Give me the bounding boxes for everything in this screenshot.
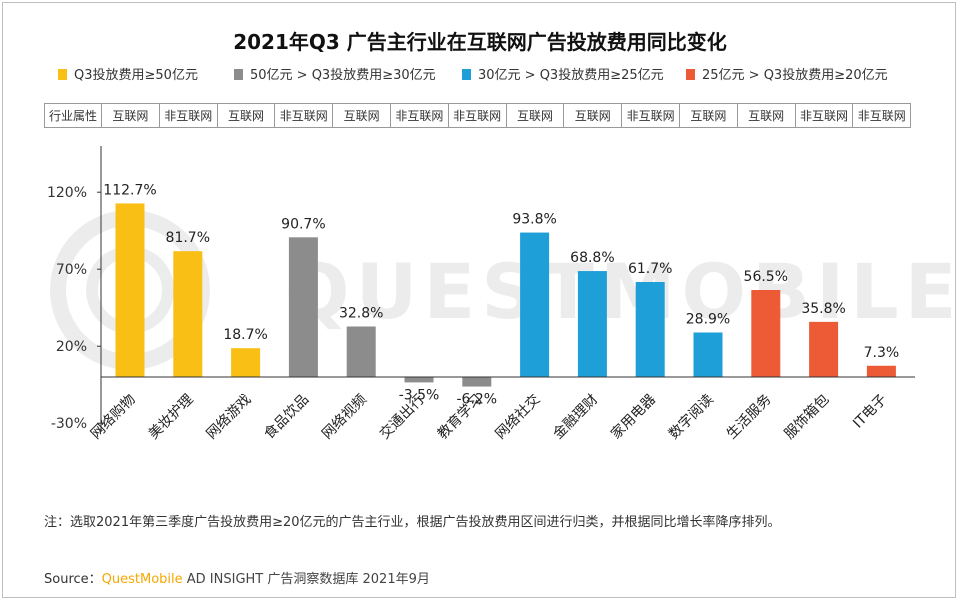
legend-label: 25亿元 > Q3投放费用≥20亿元 xyxy=(702,68,888,83)
x-tick-label: 数字阅读 xyxy=(665,391,717,443)
bar-教育学习 xyxy=(462,377,492,387)
bar-数字阅读 xyxy=(693,332,723,377)
table-cell: 非互联网 xyxy=(794,103,854,128)
x-tick-label: 家用电器 xyxy=(607,391,659,443)
bar-IT电子 xyxy=(866,365,896,377)
x-axis: 网络购物 美妆护理 网络游戏 食品饮品 网络视频 交通出行 教育学习 网络社交 金融理财 家用电器… xyxy=(88,376,915,443)
data-label: 35.8% xyxy=(801,301,845,317)
legend-label: Q3投放费用≥50亿元 xyxy=(74,68,198,83)
data-label: 112.7% xyxy=(103,182,156,198)
bar-交通出行 xyxy=(404,377,434,383)
table-cell: 互联网 xyxy=(101,103,160,128)
legend-item-25-30: 30亿元 > Q3投放费用≥25亿元 xyxy=(462,64,664,83)
data-label: 93.8% xyxy=(512,212,556,228)
x-tick-label: IT电子 xyxy=(850,392,890,432)
table-cell: 互联网 xyxy=(563,103,623,128)
x-tick-label: 金融理财 xyxy=(550,392,601,443)
legend-swatch xyxy=(58,69,67,80)
x-tick-label: 服饰箱包 xyxy=(782,392,833,443)
data-label: 56.5% xyxy=(744,269,788,285)
bar-网络视频 xyxy=(346,326,376,377)
legend-swatch xyxy=(462,69,471,80)
legend-item-20-25: 25亿元 > Q3投放费用≥20亿元 xyxy=(686,64,888,83)
bar-生活服务 xyxy=(751,289,781,377)
data-label: -6.2% xyxy=(456,392,497,408)
table-cell: 非互联网 xyxy=(389,103,449,128)
table-cell: 互联网 xyxy=(678,103,738,128)
data-label: 90.7% xyxy=(281,216,325,232)
bar-服饰箱包 xyxy=(809,321,839,377)
table-cell: 非互联网 xyxy=(274,103,334,128)
data-label: 68.8% xyxy=(570,250,614,266)
legend-label: 50亿元 > Q3投放费用≥30亿元 xyxy=(250,68,436,83)
data-label: 7.3% xyxy=(864,345,900,361)
y-tick-label: 70% xyxy=(56,262,87,278)
y-tick-label: 120% xyxy=(47,185,87,201)
data-label: -3.5% xyxy=(399,387,440,403)
source-line: Source：QuestMobile AD INSIGHT 广告洞察数据库 20… xyxy=(44,568,430,587)
table-header-cell: 行业属性 xyxy=(44,103,102,128)
y-axis: 120% 70% 20% -30% xyxy=(47,146,102,432)
footnote: 注：选取2021年第三季度广告投放费用≥20亿元的广告主行业，根据广告投放费用区… xyxy=(44,515,781,530)
industry-attribute-table: 行业属性 互联网 非互联网 互联网 非互联网 互联网 非互联网 非互联网 互联网… xyxy=(44,103,912,128)
y-tick-label: -30% xyxy=(51,416,87,432)
legend-swatch xyxy=(686,69,695,80)
source-suffix: AD INSIGHT 广告洞察数据库 2021年9月 xyxy=(182,572,430,587)
x-tick-label: 网络社交 xyxy=(492,391,544,443)
x-tick-label: 网络游戏 xyxy=(204,392,255,443)
table-row: 行业属性 互联网 非互联网 互联网 非互联网 互联网 非互联网 非互联网 互联网… xyxy=(44,103,912,128)
bar-series xyxy=(115,203,896,387)
data-label: 81.7% xyxy=(166,230,210,246)
legend: Q3投放费用≥50亿元 50亿元 > Q3投放费用≥30亿元 30亿元 > Q3… xyxy=(58,64,918,84)
watermark-text: QUESTMOBILE xyxy=(285,247,960,336)
legend-item-over-50: Q3投放费用≥50亿元 xyxy=(58,64,198,83)
data-label: 32.8% xyxy=(339,305,383,321)
table-cell: 互联网 xyxy=(736,103,796,128)
x-tick-label: 网络购物 xyxy=(88,392,139,443)
source-prefix: Source： xyxy=(44,572,102,587)
x-tick-label: 食品饮品 xyxy=(261,391,313,443)
table-cell: 互联网 xyxy=(505,103,565,128)
table-cell: 互联网 xyxy=(216,103,276,128)
bar-金融理财 xyxy=(577,271,607,377)
bar-家用电器 xyxy=(635,281,665,377)
table-cell: 非互联网 xyxy=(158,103,218,128)
data-label: 18.7% xyxy=(223,327,267,343)
table-cell: 非互联网 xyxy=(852,103,912,128)
bar-chart: QUESTMOBILE 120% 70% 20% -30% 112.7% 81.7% 18… xyxy=(47,146,960,443)
x-tick-label: 生活服务 xyxy=(724,392,775,443)
data-labels: 112.7% 81.7% 18.7% 90.7% 32.8% -3.5% -6.2% 93.8… xyxy=(103,182,899,407)
y-tick-label: 20% xyxy=(56,339,87,355)
x-tick-label: 美妆护理 xyxy=(146,392,197,443)
legend-item-30-50: 50亿元 > Q3投放费用≥30亿元 xyxy=(234,64,436,83)
legend-label: 30亿元 > Q3投放费用≥25亿元 xyxy=(478,68,664,83)
x-tick-label: 网络视频 xyxy=(319,392,370,443)
legend-swatch xyxy=(234,69,243,80)
data-label: 61.7% xyxy=(628,261,672,277)
bar-美妆护理 xyxy=(173,251,203,377)
table-cell: 非互联网 xyxy=(621,103,680,128)
bar-食品饮品 xyxy=(288,237,318,377)
table-cell: 互联网 xyxy=(332,103,391,128)
bar-网络购物 xyxy=(115,203,145,377)
chart-title: 2021年Q3 广告主行业在互联网广告投放费用同比变化 xyxy=(233,30,727,54)
bar-网络社交 xyxy=(520,232,550,377)
bar-网络游戏 xyxy=(231,348,261,377)
table-cell: 非互联网 xyxy=(447,103,507,128)
source-brand: QuestMobile xyxy=(101,572,183,587)
data-label: 28.9% xyxy=(686,311,730,327)
